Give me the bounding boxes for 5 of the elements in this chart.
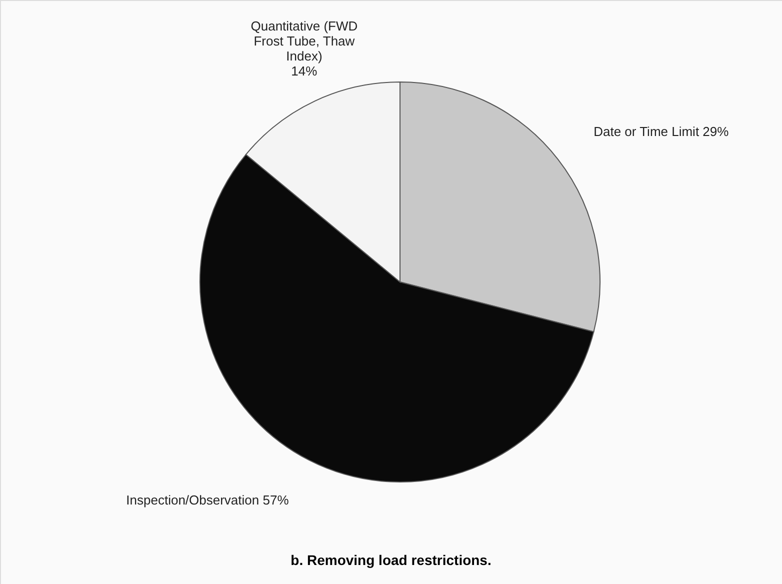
slice-label: Quantitative (FWD Frost Tube, Thaw Index) — [250, 18, 358, 64]
data-label: 14% — [291, 63, 318, 78]
text: b. Removing load restrictions. — [290, 552, 492, 568]
slice-label: Inspection/Observation 57% — [126, 492, 290, 508]
slice-label: Date or Time Limit 29% — [594, 124, 730, 139]
